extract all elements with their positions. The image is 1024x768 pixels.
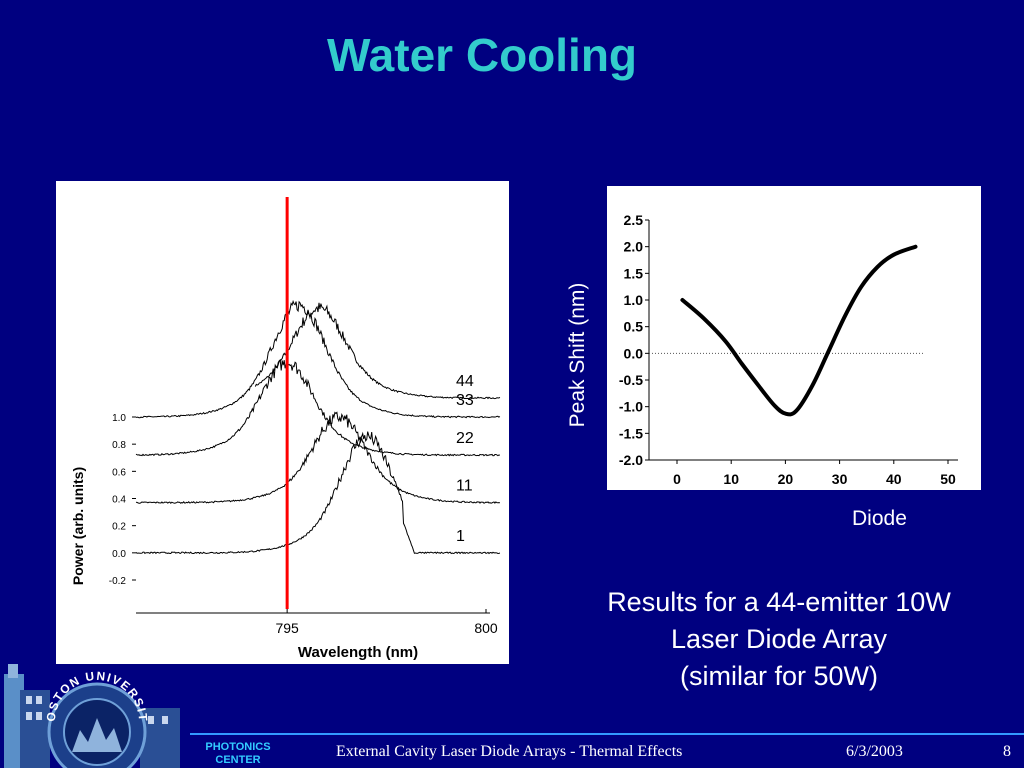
spectrum-label-22: 22 [456, 430, 474, 447]
peak-shift-x-axis-label: Diode [852, 507, 907, 530]
footer-date: 6/3/2003 [846, 743, 903, 760]
org-line-2: CENTER [215, 754, 261, 766]
spectra-x-tick-label: 795 [275, 620, 299, 636]
results-line-2: Laser Diode Array [670, 624, 888, 654]
shift-x-tick-label: 30 [832, 471, 848, 487]
shift-y-tick-label: 0.0 [624, 345, 644, 361]
shift-x-tick-label: 40 [886, 471, 902, 487]
shift-y-tick-label: -1.5 [619, 425, 643, 441]
shift-x-tick-label: 50 [940, 471, 956, 487]
footer-title: External Cavity Laser Diode Arrays - The… [336, 743, 683, 760]
boston-university-logo: BOSTON UNIVERSITY [0, 660, 190, 768]
peak-shift-y-axis-label: Peak Shift (nm) [566, 282, 589, 428]
shift-y-tick-label: 0.5 [624, 319, 644, 335]
spectrum-label-1: 1 [456, 528, 465, 545]
spectrum-line-33 [135, 299, 501, 419]
photonics-center-label: PHOTONICS CENTER [196, 741, 280, 767]
spectra-y-tick-label: -0.2 [109, 576, 127, 587]
peak-shift-plot: 2.5 2.0 1.5 1.0 0.5 0.0 -0.5 -1.0 -1.5 -2.0 0 10 20 3… [619, 212, 958, 487]
shift-y-tick-label: -0.5 [619, 372, 643, 388]
spectrum-line-44 [254, 302, 501, 400]
footer-page-number: 8 [1003, 743, 1011, 760]
org-line-1: PHOTONICS [205, 741, 271, 753]
shift-y-tick-label: 2.0 [624, 239, 644, 255]
shift-x-tick-label: 10 [723, 471, 739, 487]
spectra-chart: -0.2 0.0 0.2 0.4 0.6 0.8 1.0 44 33 22 11 1 795 800 … [56, 181, 509, 664]
spectra-y-tick-label: 0.0 [112, 549, 126, 560]
spectra-y-tick-label: 1.0 [112, 413, 126, 424]
shift-y-tick-label: -1.0 [619, 399, 643, 415]
spectra-y-tick-label: 0.4 [112, 495, 126, 506]
spectra-y-tick-label: 0.6 [112, 467, 126, 478]
spectrum-label-44: 44 [456, 373, 474, 390]
spectra-x-axis-label: Wavelength (nm) [298, 644, 418, 661]
shift-x-tick-label: 0 [673, 471, 681, 487]
shift-y-tick-label: 2.5 [624, 212, 644, 228]
peak-shift-line [680, 244, 918, 417]
results-caption: Results for a 44-emitter 10W Laser Diode… [548, 584, 1010, 695]
spectrum-line-1 [135, 431, 501, 555]
spectra-x-tick-label: 800 [474, 620, 498, 636]
slide-title: Water Cooling [326, 29, 638, 81]
spectrum-line-11 [135, 411, 500, 505]
footer-divider [190, 733, 1024, 735]
spectrum-label-11: 11 [456, 478, 473, 495]
spectrum-line-22 [135, 358, 500, 457]
results-line-3: (similar for 50W) [679, 661, 878, 691]
peak-shift-chart: 2.5 2.0 1.5 1.0 0.5 0.0 -0.5 -1.0 -1.5 -2.0 0 10 20 3… [607, 186, 981, 490]
results-line-1: Results for a 44-emitter 10W [607, 587, 951, 617]
shift-y-tick-label: 1.5 [624, 265, 644, 281]
spectra-y-axis-label: Power (arb. units) [70, 467, 86, 585]
spectra-y-tick-label: 0.8 [112, 440, 126, 451]
shift-y-tick-label: 1.0 [624, 292, 644, 308]
spectra-y-tick-label: 0.2 [112, 522, 126, 533]
spectrum-label-33: 33 [456, 392, 474, 409]
shift-y-tick-label: -2.0 [619, 452, 643, 468]
shift-x-tick-label: 20 [778, 471, 794, 487]
